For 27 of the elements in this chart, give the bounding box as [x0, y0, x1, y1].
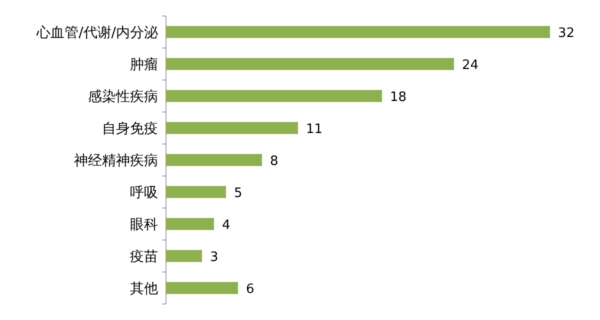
- bar: [166, 218, 214, 230]
- data-label: 5: [234, 186, 242, 201]
- y-tick-label: 感染性疾病: [88, 89, 158, 105]
- data-label: 6: [246, 282, 254, 297]
- y-tick-label: 自身免疫: [102, 121, 158, 137]
- data-label: 11: [306, 122, 323, 137]
- y-tick-label: 眼科: [130, 217, 158, 233]
- y-tick-label: 心血管/代谢/内分泌: [36, 25, 158, 41]
- data-label: 8: [270, 154, 278, 169]
- bar: [166, 186, 226, 198]
- data-label: 32: [558, 26, 575, 41]
- data-label: 3: [210, 250, 218, 265]
- data-label: 18: [390, 90, 407, 105]
- bar: [166, 26, 550, 38]
- bar: [166, 250, 202, 262]
- bar: [166, 282, 238, 294]
- data-label: 4: [222, 218, 230, 233]
- data-label: 24: [462, 58, 479, 73]
- bar: [166, 90, 382, 102]
- bar: [166, 58, 454, 70]
- y-tick-label: 其他: [130, 281, 158, 297]
- y-tick-label: 疫苗: [130, 249, 158, 265]
- y-tick-label: 呼吸: [130, 185, 158, 201]
- bar: [166, 154, 262, 166]
- bar: [166, 122, 298, 134]
- y-tick-label: 肿瘤: [130, 57, 158, 73]
- y-tick-label: 神经精神疾病: [74, 153, 158, 169]
